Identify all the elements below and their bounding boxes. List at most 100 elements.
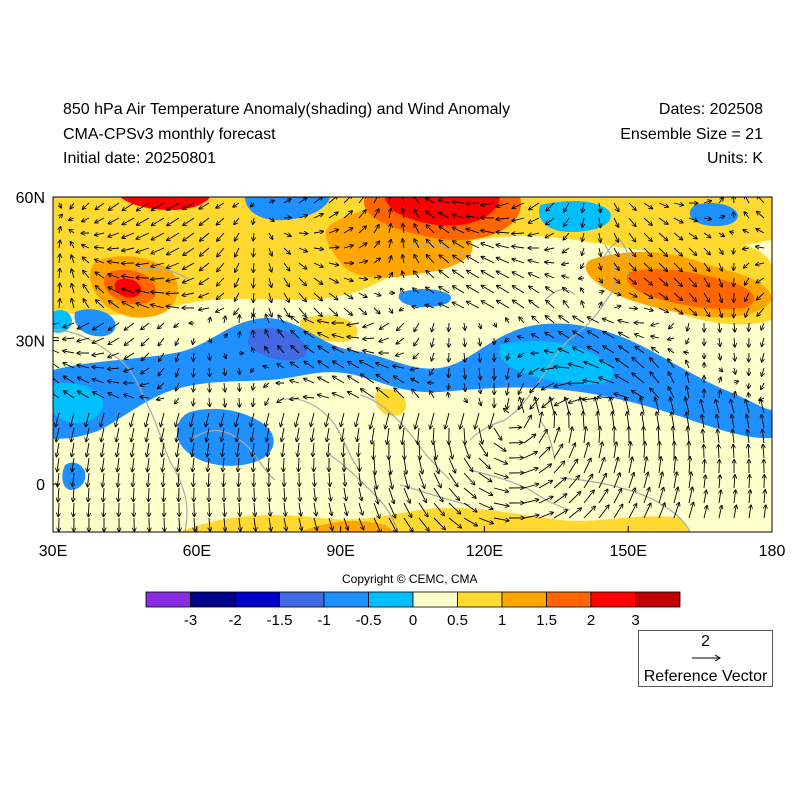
wind-vector (328, 212, 338, 219)
wind-vector (734, 262, 735, 270)
wind-vector (745, 277, 750, 285)
wind-vector (467, 229, 480, 234)
wind-vector (63, 338, 75, 339)
colorbar-swatch (635, 591, 681, 608)
wind-vector (379, 337, 390, 342)
wind-vector (358, 517, 364, 529)
wind-vector (748, 445, 749, 459)
wind-vector (373, 502, 380, 518)
wind-vector (313, 277, 322, 284)
wind-vector (643, 427, 644, 444)
wind-vector (673, 203, 683, 205)
wind-vector (644, 442, 645, 459)
wind-vector (328, 292, 338, 300)
wind-vector (599, 277, 602, 283)
wind-vector (523, 435, 535, 444)
wind-vector (96, 202, 105, 210)
wind-vector (764, 490, 765, 504)
wind-vector (599, 232, 601, 242)
wind-vector (118, 472, 119, 486)
wind-vector (523, 452, 537, 459)
wind-vector (658, 292, 668, 299)
colorbar-label: 2 (587, 612, 595, 629)
wind-vector (92, 367, 105, 368)
wind-vector (747, 415, 750, 429)
wind-vector (744, 212, 750, 219)
wind-vector (764, 505, 766, 519)
wind-vector (553, 445, 562, 459)
colorbar-swatch (412, 591, 458, 608)
wind-vector (282, 427, 285, 441)
lon-tick-label: 60E (183, 543, 211, 560)
wind-vector (453, 255, 465, 264)
wind-vector (685, 398, 690, 414)
wind-vector (312, 427, 314, 441)
wind-vector (266, 412, 270, 426)
colorbar-swatch (368, 591, 414, 608)
wind-vector (650, 358, 660, 369)
wind-vector (148, 487, 149, 501)
wind-vector (628, 262, 636, 271)
wind-vector (59, 202, 61, 208)
wind-vector (719, 378, 721, 384)
wind-vector (658, 202, 668, 207)
wind-vector (542, 368, 555, 370)
wind-vector (532, 316, 540, 324)
wind-vector (283, 199, 291, 204)
wind-vector (77, 337, 90, 341)
wind-vector (109, 287, 120, 294)
wind-vector (497, 271, 510, 279)
wind-vector (86, 427, 90, 441)
wind-vector (598, 458, 604, 474)
wind-vector (582, 247, 584, 255)
wind-vector (658, 262, 667, 271)
wind-vector (513, 286, 525, 294)
wind-vector (387, 427, 389, 444)
wind-vector (563, 288, 570, 294)
wind-vector (704, 475, 705, 489)
wind-vector (628, 232, 636, 242)
wind-vector (206, 427, 210, 441)
wind-vector (613, 262, 619, 270)
wind-vector (479, 322, 481, 328)
colorbar-tick-labels: -3 -2 -1.5 -1 -0.5 0 0.5 1 1.5 2 3 (184, 612, 640, 629)
wind-vector (434, 442, 436, 459)
wind-vector (523, 484, 538, 489)
wind-vector (82, 245, 90, 249)
colorbar-label: -1.5 (267, 612, 293, 629)
wind-vector (239, 382, 240, 391)
wind-vector (493, 457, 507, 464)
wind-vector (282, 442, 284, 456)
wind-vector (479, 337, 480, 345)
wind-vector (333, 393, 345, 399)
wind-vector (53, 391, 60, 399)
wind-vector (559, 349, 570, 354)
wind-vector (668, 338, 675, 340)
wind-vector (719, 490, 721, 504)
wind-vector (688, 292, 696, 301)
wind-vector (513, 272, 525, 279)
wind-vector (635, 334, 645, 339)
wind-vector (762, 352, 764, 362)
wind-vector (137, 202, 150, 211)
wind-vector (448, 487, 459, 500)
wind-vector (490, 412, 495, 428)
wind-vector (388, 487, 394, 503)
wind-vector (400, 308, 405, 311)
wind-vector (643, 277, 652, 285)
wind-vector (718, 198, 723, 204)
wind-vector (583, 475, 593, 489)
wind-vector (266, 315, 270, 324)
wind-vector (251, 203, 254, 206)
wind-vector (266, 330, 270, 339)
wind-vector (687, 373, 690, 384)
wind-vector (659, 457, 661, 474)
wind-vector (63, 363, 75, 369)
wind-vector (632, 358, 645, 369)
wind-vector (116, 427, 120, 441)
wind-vector (603, 332, 615, 339)
wind-vector (199, 202, 210, 209)
wind-vector (77, 365, 90, 369)
wind-vector (137, 217, 150, 225)
wind-vector (358, 197, 366, 204)
